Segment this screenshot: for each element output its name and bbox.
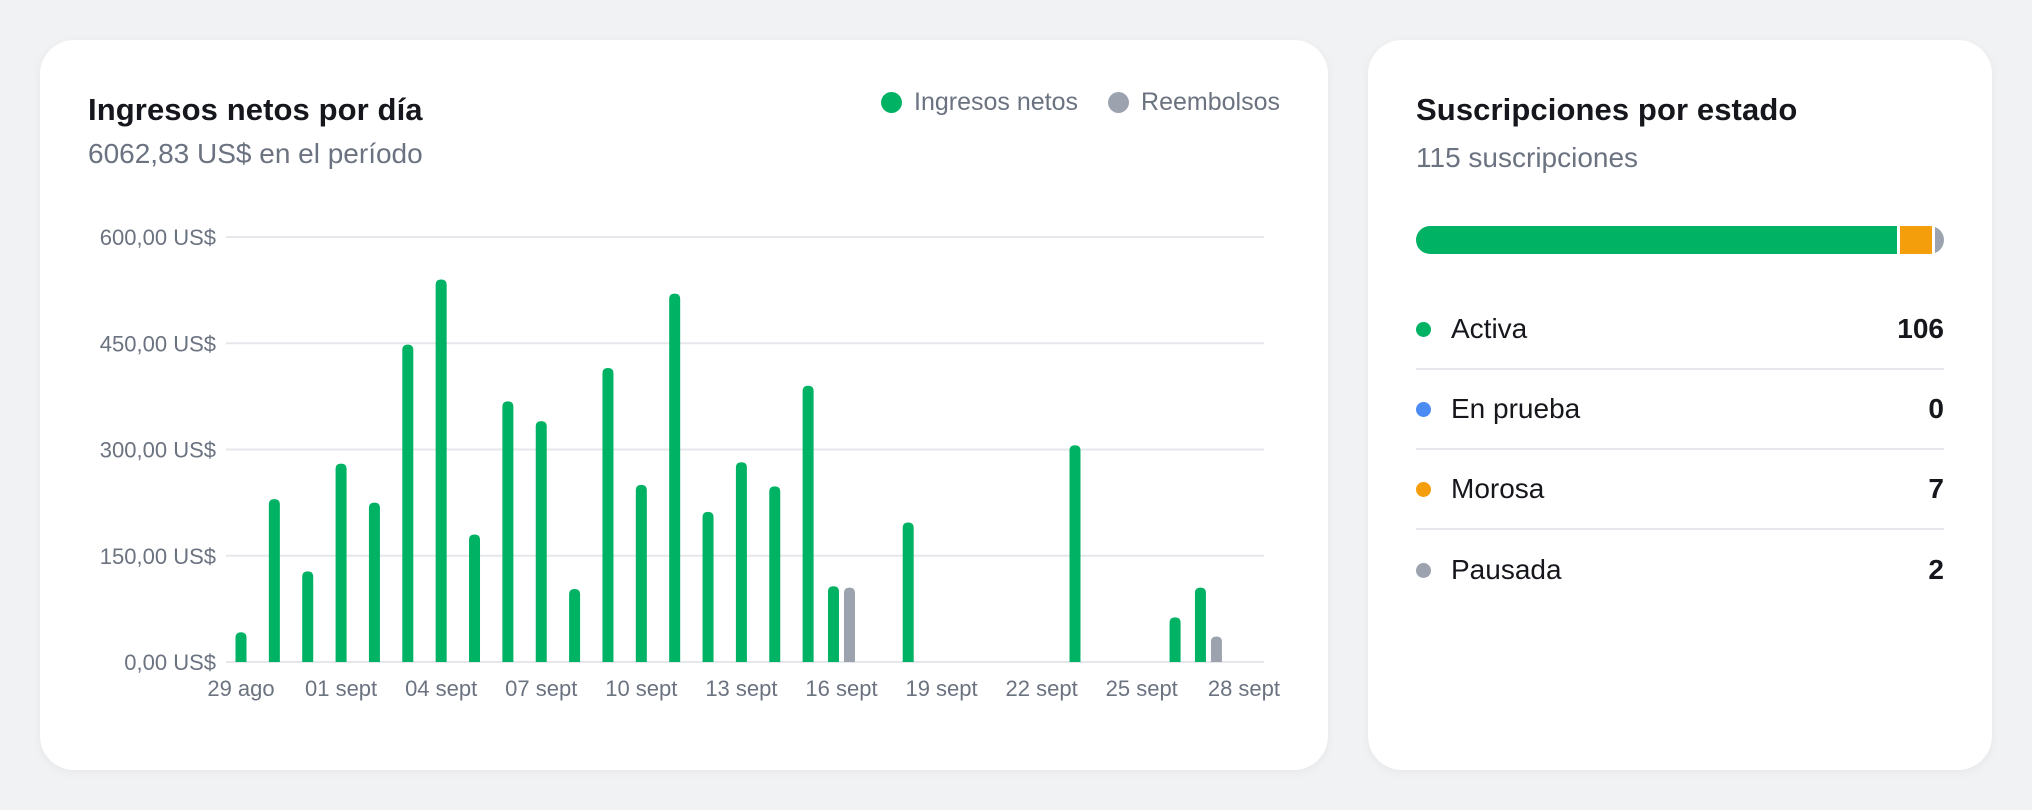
status-segment[interactable]	[1934, 226, 1944, 254]
revenue-card: Ingresos netos por día 6062,83 US$ en el…	[40, 40, 1328, 770]
net-revenue-bar[interactable]	[769, 486, 781, 662]
status-label: Activa	[1451, 313, 1528, 344]
status-label: En prueba	[1451, 393, 1581, 424]
net-revenue-bar[interactable]	[535, 421, 547, 662]
net-revenue-bar[interactable]	[335, 463, 347, 662]
y-tick-label: 600,00 US$	[100, 225, 216, 250]
net-revenue-bar[interactable]	[802, 385, 814, 662]
net-revenue-bar[interactable]	[827, 586, 839, 662]
status-label: Morosa	[1451, 473, 1545, 504]
x-axis: 29 ago 01 sept 04 sept 07 sept 10 sept 13 sep…	[207, 676, 1280, 701]
status-segment[interactable]	[1900, 226, 1932, 254]
status-list: Activa 106 En prueba 0 Morosa 7 Pausada …	[1416, 290, 1944, 610]
x-tick-label: 22 sept	[1006, 676, 1078, 701]
legend-label-refunds: Reembolsos	[1141, 88, 1280, 116]
net-revenue-bar[interactable]	[569, 589, 581, 662]
y-tick-label: 300,00 US$	[100, 438, 216, 463]
status-count: 2	[1928, 554, 1944, 585]
daily-revenue-chart: 600,00 US$ 450,00 US$ 300,00 US$ 150,00 US$…	[100, 225, 1280, 701]
refund-bar[interactable]	[1210, 636, 1222, 663]
bar-layer	[235, 279, 1222, 663]
status-dot-activa	[1416, 321, 1431, 337]
x-tick-label: 13 sept	[705, 676, 777, 701]
net-revenue-bar[interactable]	[435, 279, 447, 663]
status-dot-morosa	[1416, 481, 1431, 497]
status-count: 106	[1897, 313, 1944, 344]
revenue-card-subtitle: 6062,83 US$ en el período	[88, 138, 423, 169]
status-dot-en-prueba	[1416, 401, 1431, 417]
legend-swatch-refunds	[1108, 92, 1130, 113]
chart-legend: Ingresos netos Reembolsos	[881, 88, 1280, 117]
status-row-morosa[interactable]: Morosa 7	[1416, 450, 1944, 530]
net-revenue-bar[interactable]	[902, 522, 914, 662]
status-distribution-bar	[1416, 226, 1944, 254]
net-revenue-bar[interactable]	[1169, 617, 1181, 662]
net-revenue-bar[interactable]	[235, 632, 247, 662]
net-revenue-bar[interactable]	[1194, 587, 1206, 662]
status-row-activa[interactable]: Activa 106	[1416, 290, 1944, 370]
net-revenue-bar[interactable]	[302, 571, 314, 662]
net-revenue-bar[interactable]	[368, 502, 380, 662]
status-count: 0	[1928, 393, 1944, 424]
net-revenue-bar[interactable]	[735, 462, 747, 662]
subscriptions-card-subtitle: 115 suscripciones	[1416, 142, 1639, 173]
x-tick-label: 10 sept	[605, 676, 677, 701]
y-tick-label: 0,00 US$	[124, 650, 216, 675]
legend-label-net-revenue: Ingresos netos	[914, 88, 1079, 116]
x-tick-label: 04 sept	[405, 676, 477, 701]
status-count: 7	[1928, 473, 1944, 504]
net-revenue-bar[interactable]	[469, 534, 481, 663]
x-tick-label: 29 ago	[207, 676, 274, 701]
status-dot-pausada	[1416, 562, 1431, 578]
net-revenue-bar[interactable]	[602, 368, 614, 662]
status-row-pausada[interactable]: Pausada 2	[1416, 530, 1944, 610]
revenue-card-title: Ingresos netos por día	[88, 92, 423, 127]
subscriptions-card: Suscripciones por estado 115 suscripcion…	[1368, 40, 1992, 770]
y-tick-label: 150,00 US$	[100, 544, 216, 569]
status-row-en-prueba[interactable]: En prueba 0	[1416, 370, 1944, 450]
subscriptions-card-title: Suscripciones por estado	[1416, 92, 1798, 127]
net-revenue-bar[interactable]	[702, 511, 714, 662]
legend-item-refunds[interactable]: Reembolsos	[1108, 88, 1280, 117]
net-revenue-bar[interactable]	[635, 484, 647, 662]
net-revenue-bar[interactable]	[402, 344, 414, 662]
x-tick-label: 19 sept	[905, 676, 977, 701]
net-revenue-bar[interactable]	[669, 293, 681, 662]
x-tick-label: 16 sept	[805, 676, 877, 701]
refund-bar[interactable]	[843, 587, 855, 662]
status-label: Pausada	[1451, 554, 1562, 585]
x-tick-label: 07 sept	[505, 676, 577, 701]
x-tick-label: 25 sept	[1106, 676, 1178, 701]
y-axis: 600,00 US$ 450,00 US$ 300,00 US$ 150,00 US$…	[100, 225, 216, 675]
status-segment[interactable]	[1416, 226, 1898, 254]
net-revenue-bar[interactable]	[502, 401, 514, 662]
legend-item-net-revenue[interactable]: Ingresos netos	[881, 88, 1078, 117]
x-tick-label: 28 sept	[1208, 676, 1280, 701]
legend-swatch-net-revenue	[881, 92, 903, 113]
x-tick-label: 01 sept	[305, 676, 377, 701]
net-revenue-bar[interactable]	[1069, 445, 1081, 662]
y-tick-label: 450,00 US$	[100, 331, 216, 356]
net-revenue-bar[interactable]	[268, 499, 280, 662]
